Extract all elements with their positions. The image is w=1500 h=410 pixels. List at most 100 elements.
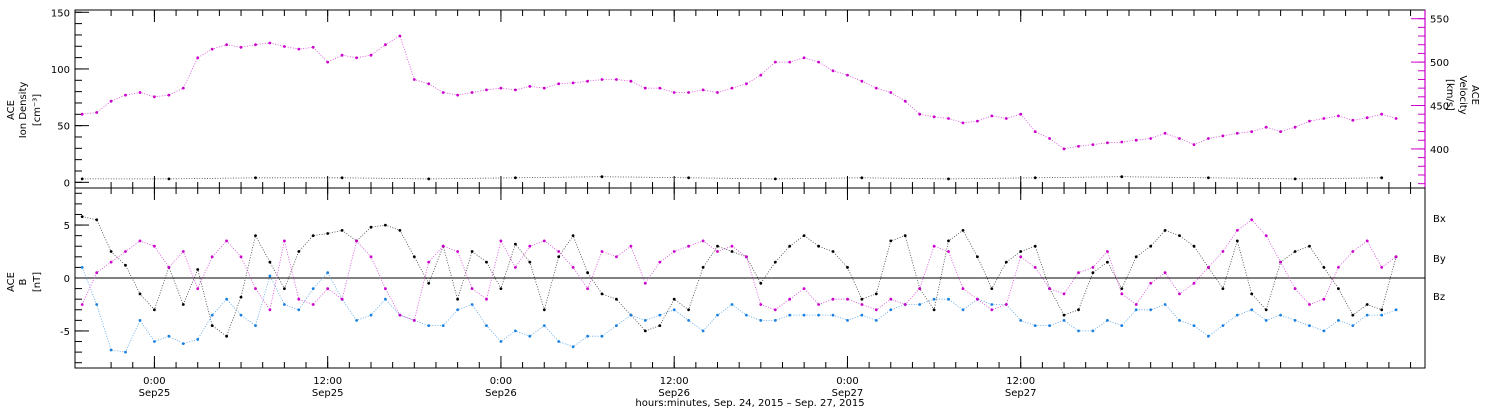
velocity-series-point	[730, 86, 734, 90]
by-series-point	[1264, 319, 1268, 322]
by-series-trace	[81, 267, 1397, 353]
by-series-point	[730, 303, 734, 306]
top-panel: 0 50 100 150 400 450 500 550 ACE Ion Density […	[6, 8, 1480, 189]
bottom-panel-marks	[80, 215, 1398, 354]
velocity-series-point	[109, 99, 113, 103]
velocity-series-point	[571, 81, 575, 85]
bx-series-point	[1308, 244, 1311, 248]
bx-series-point	[759, 281, 763, 285]
bz-series-point	[355, 239, 358, 243]
by-series-point	[1250, 308, 1254, 312]
by-series-point	[947, 297, 950, 301]
density-tick-label: 0	[64, 178, 70, 189]
bx-series-trace	[82, 216, 1397, 337]
velocity-series-point	[95, 111, 99, 114]
bz-series-point	[874, 308, 878, 312]
by-series-point	[1163, 303, 1167, 306]
bx-series-point	[369, 225, 373, 229]
by-series-point	[860, 313, 864, 317]
bx-series-point	[1380, 308, 1384, 312]
bz-series-point	[687, 244, 690, 248]
bz-series-point	[1221, 250, 1225, 253]
bz-series-point	[615, 255, 618, 259]
bz-series-point	[225, 239, 229, 243]
density-axis-label-line1: ACE	[6, 100, 17, 120]
velocity-series-point	[1250, 130, 1254, 134]
by-series-point	[874, 319, 878, 322]
bx-series-point	[239, 295, 243, 299]
density-axis-unit: [cm⁻³]	[32, 94, 43, 126]
bz-series-point	[80, 303, 84, 306]
legend-by: By	[1433, 254, 1446, 265]
velocity-series-point	[1308, 119, 1311, 123]
by-series-point	[1178, 319, 1181, 322]
density-series-point	[1380, 176, 1384, 180]
bz-series-point	[773, 308, 777, 312]
velocity-series-point	[918, 112, 922, 116]
bx-series-point	[586, 271, 589, 275]
velocity-series-point	[1365, 116, 1369, 120]
velocity-series-point	[860, 79, 864, 83]
field-legend: Bx By Bz	[1433, 214, 1446, 303]
bx-series-point	[716, 244, 719, 248]
density-tick-label: 150	[51, 8, 70, 19]
bz-series-point	[427, 260, 431, 264]
velocity-series-point	[1091, 143, 1095, 147]
bz-series-point	[1207, 266, 1210, 269]
bz-series-point	[571, 266, 575, 269]
bx-series-point	[1192, 244, 1196, 248]
velocity-series-point	[326, 60, 330, 64]
by-series-point	[210, 313, 214, 317]
bz-series-point	[1163, 271, 1167, 275]
time-tick-label: 0:00	[836, 376, 858, 387]
velocity-series-point	[1394, 117, 1398, 120]
velocity-tick-label: 450	[1430, 102, 1449, 113]
bx-series-point	[124, 263, 127, 267]
bx-series-point	[80, 215, 84, 219]
velocity-series-point	[196, 56, 200, 60]
velocity-series-point	[514, 88, 517, 92]
bz-series-point	[817, 303, 820, 306]
velocity-series-point	[1264, 125, 1268, 129]
density-series-point	[1293, 177, 1297, 181]
bx-series-point	[1004, 260, 1008, 264]
velocity-series-point	[1149, 137, 1153, 140]
bz-series-point	[1048, 287, 1051, 290]
bx-series-point	[1134, 255, 1138, 259]
by-series-point	[817, 313, 820, 317]
velocity-series-point	[745, 82, 748, 86]
velocity-series-point	[1134, 138, 1138, 142]
bz-series-point	[1178, 292, 1181, 296]
bz-series-point	[1394, 255, 1398, 259]
bz-series-point	[976, 297, 979, 301]
bz-series-point	[1062, 292, 1066, 296]
by-series-point	[196, 338, 200, 341]
bz-series-point	[1308, 303, 1311, 306]
bz-series-point	[716, 250, 719, 253]
bz-series-point	[701, 239, 705, 243]
bx-series-point	[153, 308, 156, 312]
bz-series-point	[1337, 266, 1340, 269]
bx-series-point	[932, 308, 936, 312]
bz-series-point	[514, 266, 517, 269]
velocity-tick-label: 500	[1430, 58, 1449, 69]
velocity-series-point	[557, 82, 561, 86]
by-series-point	[297, 308, 301, 312]
velocity-series-point	[817, 60, 820, 64]
bz-series-point	[658, 260, 662, 264]
density-axis-ticks: 0 50 100 150	[51, 8, 89, 189]
by-series-point	[124, 350, 127, 354]
bz-series-point	[629, 244, 633, 248]
velocity-series-point	[369, 53, 373, 57]
bx-series-point	[109, 250, 113, 253]
by-series-point	[1207, 334, 1210, 338]
bz-series-point	[398, 313, 402, 317]
by-series-point	[1134, 308, 1138, 312]
bz-series-point	[326, 287, 330, 290]
bz-series-point	[1192, 281, 1196, 285]
bx-series-point	[542, 308, 546, 312]
bx-series-point	[817, 244, 820, 248]
top-panel-frame	[74, 9, 1426, 189]
velocity-series-point	[355, 56, 358, 60]
velocity-series-point	[167, 93, 171, 97]
